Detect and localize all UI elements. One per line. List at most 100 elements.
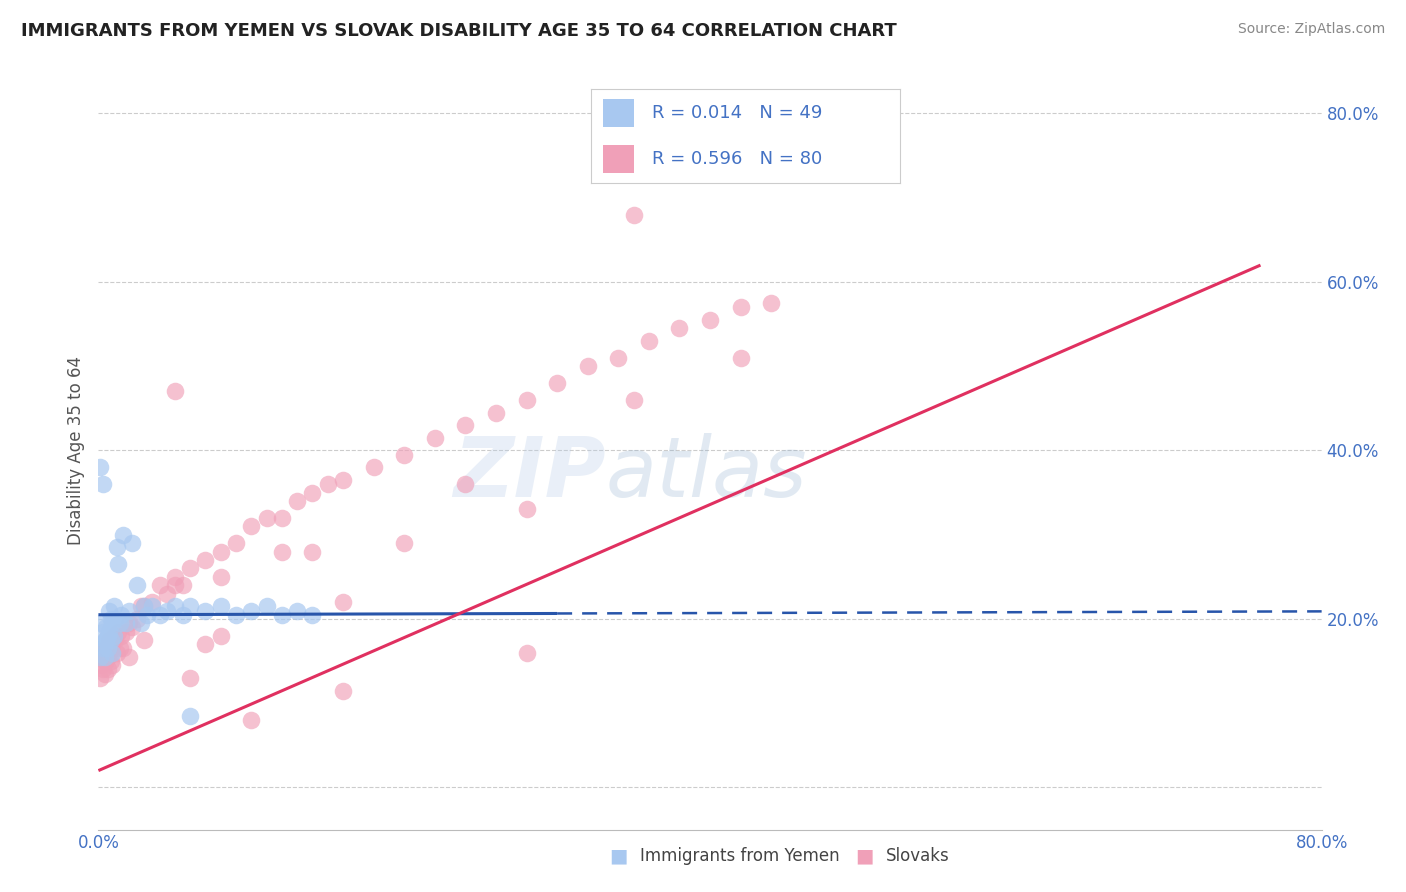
Point xyxy=(103,629,125,643)
Point xyxy=(89,460,111,475)
Point xyxy=(179,561,201,575)
Point xyxy=(93,666,115,681)
Point xyxy=(125,612,148,626)
Point xyxy=(118,649,141,664)
Point xyxy=(699,313,721,327)
Point xyxy=(209,544,232,558)
Point xyxy=(97,649,120,664)
Point xyxy=(97,641,120,656)
Point xyxy=(98,633,121,648)
Point xyxy=(100,612,122,626)
Point xyxy=(100,633,122,648)
Point xyxy=(194,603,217,617)
Point xyxy=(129,616,152,631)
Point xyxy=(156,587,179,601)
Point xyxy=(194,553,217,567)
Point xyxy=(141,595,163,609)
Text: ZIP: ZIP xyxy=(453,433,606,514)
Text: Immigrants from Yemen: Immigrants from Yemen xyxy=(640,847,839,865)
Point xyxy=(103,599,125,614)
Point xyxy=(100,654,122,668)
Y-axis label: Disability Age 35 to 64: Disability Age 35 to 64 xyxy=(66,356,84,545)
Point xyxy=(118,616,141,631)
Bar xyxy=(603,145,634,173)
Text: R = 0.014   N = 49: R = 0.014 N = 49 xyxy=(652,103,823,121)
Point xyxy=(256,599,278,614)
Point xyxy=(163,570,186,584)
Point xyxy=(105,541,128,555)
Point xyxy=(125,578,148,592)
Point xyxy=(607,351,630,365)
Point xyxy=(91,663,114,677)
Point xyxy=(301,544,323,558)
Point xyxy=(103,629,125,643)
Point xyxy=(270,511,292,525)
Point xyxy=(270,607,292,622)
Point xyxy=(363,460,385,475)
Point xyxy=(93,649,115,664)
Point xyxy=(240,713,263,727)
Point xyxy=(163,599,186,614)
Point xyxy=(97,629,120,643)
Point xyxy=(101,616,124,631)
Point xyxy=(637,334,661,348)
Point xyxy=(423,431,446,445)
Point xyxy=(90,616,112,631)
Point xyxy=(110,629,132,643)
Text: Source: ZipAtlas.com: Source: ZipAtlas.com xyxy=(1237,22,1385,37)
Point xyxy=(134,599,156,614)
Point xyxy=(209,570,232,584)
Text: IMMIGRANTS FROM YEMEN VS SLOVAK DISABILITY AGE 35 TO 64 CORRELATION CHART: IMMIGRANTS FROM YEMEN VS SLOVAK DISABILI… xyxy=(21,22,897,40)
Point xyxy=(91,646,114,660)
Point xyxy=(179,671,201,685)
Text: atlas: atlas xyxy=(606,433,807,514)
Point xyxy=(115,624,138,639)
Point xyxy=(98,646,121,660)
Point xyxy=(136,607,159,622)
Point xyxy=(546,376,568,390)
Point xyxy=(172,607,194,622)
Point xyxy=(149,578,172,592)
Point xyxy=(179,599,201,614)
Point xyxy=(270,544,292,558)
Point xyxy=(225,607,247,622)
Point xyxy=(516,502,538,516)
Point xyxy=(156,603,179,617)
Point xyxy=(104,612,127,626)
Text: R = 0.596   N = 80: R = 0.596 N = 80 xyxy=(652,151,823,169)
Point xyxy=(134,633,156,648)
Point xyxy=(179,708,201,723)
Point xyxy=(454,477,477,491)
Point xyxy=(301,607,323,622)
Point xyxy=(225,536,247,550)
Point xyxy=(332,595,354,609)
Point xyxy=(149,607,172,622)
Point xyxy=(100,637,122,651)
Point xyxy=(90,649,112,664)
Point xyxy=(256,511,278,525)
Point xyxy=(91,624,114,639)
Point xyxy=(104,633,127,648)
Point xyxy=(101,641,124,656)
Point xyxy=(101,646,124,660)
Point xyxy=(110,607,132,622)
Point xyxy=(89,671,111,685)
Point xyxy=(118,603,141,617)
Point xyxy=(194,637,217,651)
Point xyxy=(111,641,134,656)
Point xyxy=(516,392,538,407)
Point xyxy=(93,633,115,648)
Point xyxy=(107,624,129,639)
Text: Slovaks: Slovaks xyxy=(886,847,949,865)
Point xyxy=(134,599,156,614)
Point xyxy=(163,578,186,592)
Point xyxy=(392,448,416,462)
Point xyxy=(332,683,354,698)
Point xyxy=(97,663,120,677)
Point xyxy=(172,578,194,592)
Point xyxy=(668,321,690,335)
Point xyxy=(240,519,263,533)
Point xyxy=(115,616,138,631)
Point xyxy=(108,641,131,656)
Point xyxy=(98,603,121,617)
